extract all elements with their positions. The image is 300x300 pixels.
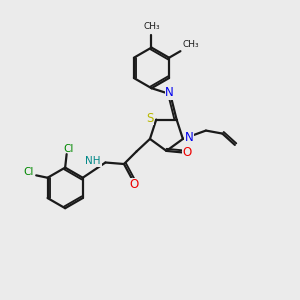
Text: O: O bbox=[183, 146, 192, 159]
Text: CH₃: CH₃ bbox=[182, 40, 199, 49]
Text: N: N bbox=[165, 86, 174, 99]
Text: O: O bbox=[129, 178, 139, 191]
Text: Cl: Cl bbox=[63, 144, 73, 154]
Text: Cl: Cl bbox=[24, 167, 34, 177]
Text: CH₃: CH₃ bbox=[143, 22, 160, 32]
Text: NH: NH bbox=[85, 156, 101, 166]
Text: S: S bbox=[146, 112, 153, 124]
Text: N: N bbox=[185, 131, 194, 144]
